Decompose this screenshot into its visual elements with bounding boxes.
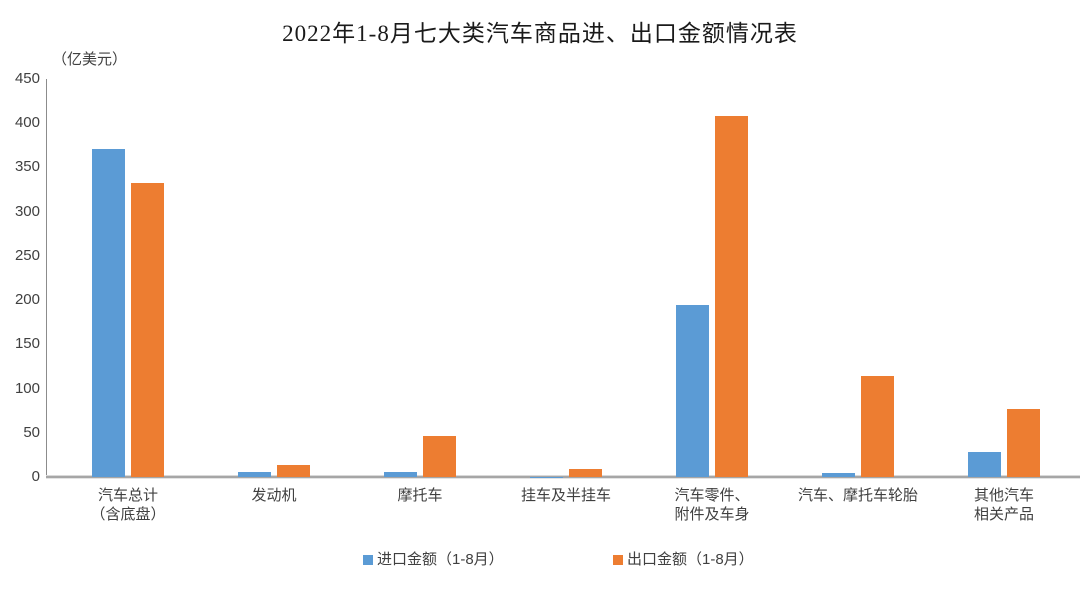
bar-import-5 (822, 473, 855, 477)
x-category-label-1: 发动机 (251, 487, 297, 504)
bar-export-3 (569, 469, 602, 477)
y-axis-line (46, 79, 47, 477)
x-category-label-4: 汽车零件、 附件及车身 (674, 487, 750, 523)
bar-import-1 (238, 471, 271, 477)
legend: 进口金额（1-8月） 出口金额（1-8月） (0, 551, 1080, 571)
y-tick-label-350: 350 (14, 158, 40, 176)
y-tick-label-50: 50 (23, 423, 40, 441)
bar-import-6 (968, 452, 1001, 477)
y-tick-label-100: 100 (14, 379, 40, 397)
bar-import-0 (92, 148, 125, 477)
x-axis-line (46, 476, 1080, 478)
bar-import-4 (676, 304, 709, 477)
y-tick-label-300: 300 (14, 202, 40, 220)
y-tick-label-0: 0 (31, 468, 40, 485)
bar-export-6 (1007, 408, 1040, 477)
legend-item-export: 出口金额（1-8月） (613, 551, 754, 569)
y-tick-label-150: 150 (14, 335, 40, 353)
bar-export-4 (715, 116, 748, 477)
x-category-label-2: 摩托车 (397, 487, 443, 504)
x-category-label-0: 汽车总计 （含底盘） (90, 487, 166, 523)
legend-label-export: 出口金额（1-8月） (627, 551, 754, 568)
x-category-label-5: 汽车、摩托车轮胎 (797, 487, 918, 504)
legend-label-import: 进口金额（1-8月） (377, 551, 504, 568)
chart-title: 2022年1-8月七大类汽车商品进、出口金额情况表 (282, 21, 798, 46)
y-axis-unit-label: （亿美元） (52, 51, 128, 68)
legend-swatch-export-icon (613, 555, 623, 565)
bar-import-2 (384, 471, 417, 477)
y-tick-label-400: 400 (14, 114, 40, 132)
x-category-label-6: 其他汽车 相关产品 (973, 487, 1034, 523)
bar-export-5 (861, 376, 894, 477)
bar-export-0 (131, 183, 164, 477)
y-tick-label-200: 200 (14, 291, 40, 309)
bar-export-2 (423, 436, 456, 477)
legend-item-import: 进口金额（1-8月） (363, 551, 504, 569)
bar-export-1 (277, 464, 310, 477)
y-tick-label-450: 450 (14, 70, 40, 87)
y-tick-label-250: 250 (14, 246, 40, 264)
x-category-label-3: 挂车及半挂车 (520, 487, 611, 504)
legend-swatch-import-icon (363, 555, 373, 565)
